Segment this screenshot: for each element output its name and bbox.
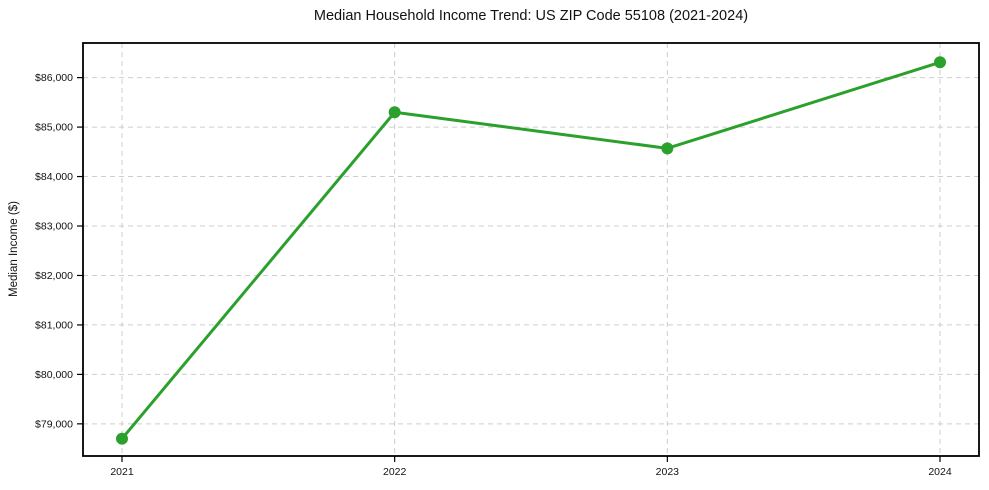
y-tick-label: $81,000 <box>35 319 73 331</box>
x-tick-label: 2021 <box>110 466 134 478</box>
y-tick-label: $80,000 <box>35 369 73 381</box>
y-tick-label: $85,000 <box>35 122 73 134</box>
x-tick-label: 2024 <box>928 466 952 478</box>
y-tick-label: $82,000 <box>35 270 73 282</box>
data-point <box>934 56 946 69</box>
plot-border <box>82 42 980 457</box>
data-point <box>388 106 401 119</box>
y-tick-label: $84,000 <box>35 171 73 183</box>
y-tick-label: $79,000 <box>35 418 73 430</box>
trend-line <box>120 60 942 441</box>
chart-title: Median Household Income Trend: US ZIP Co… <box>313 8 749 24</box>
y-tick-label: $86,000 <box>35 72 73 84</box>
x-tick-label: 2023 <box>656 466 680 478</box>
x-tick-label: 2022 <box>383 466 407 478</box>
y-tick-label: $83,000 <box>35 221 73 233</box>
data-point <box>661 142 674 155</box>
data-point <box>116 432 128 445</box>
